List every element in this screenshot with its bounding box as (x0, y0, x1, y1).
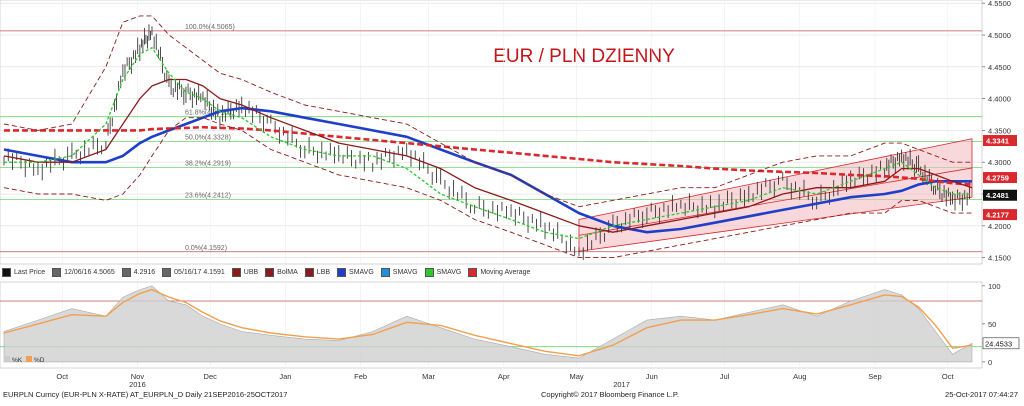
legend-item: SMAVG (424, 267, 462, 277)
legend-swatch (231, 267, 241, 277)
y-tick-label: 4.3500 (988, 126, 1011, 135)
x-tick-label: Oct (942, 372, 955, 381)
main-plot-frame (0, 0, 983, 265)
fib-label: 0.0%(4.1592) (185, 245, 227, 252)
x-tick-label: Apr (498, 372, 510, 381)
fib-label: 23.6%(4.2412) (185, 193, 231, 200)
osc-legend-swatch (26, 356, 32, 362)
osc-k-area (3, 285, 973, 363)
footer-center: Copyright© 2017 Bloomberg Finance L.P. (541, 390, 679, 399)
axis-flag-label: 4.2481 (986, 191, 1009, 200)
osc-legend-swatch (4, 356, 10, 362)
legend-item: 05/16/17 4.1591 (162, 267, 225, 277)
legend-item: Moving Average (468, 267, 531, 277)
legend-swatch (380, 267, 390, 277)
y-tick-label: 4.4500 (988, 63, 1011, 72)
legend-label: SMAVG (349, 268, 374, 276)
osc-legend-label: %D (34, 357, 45, 364)
osc-d-line (3, 288, 973, 357)
osc-y-tick-label: 100 (988, 282, 1001, 291)
x-tick-label: Jul (720, 372, 730, 381)
footer-left: EURPLN Curncy (EUR-PLN X-RATE) AT_EURPLN… (3, 390, 288, 399)
trend-channel-mid (578, 167, 973, 236)
legend-item: SMAVG (337, 267, 374, 277)
legend-swatch (121, 267, 131, 277)
legend-label: 12/06/16 4.5065 (64, 268, 115, 276)
legend-label: LBB (316, 268, 331, 276)
legend-item: UBB (231, 267, 259, 277)
x-tick-label: Jan (279, 372, 291, 381)
legend-swatch (2, 267, 11, 277)
fib-label: 38.2%(4.2919) (185, 160, 231, 167)
series-line-ubb (3, 15, 972, 208)
legend-item: 12/06/16 4.5065 (52, 267, 115, 277)
x-tick-label: Dec (204, 372, 218, 381)
y-tick-label: 4.5000 (988, 31, 1011, 40)
legend-label: 05/16/17 4.1591 (174, 268, 225, 276)
axis-flag-label: 4.2177 (986, 211, 1009, 220)
legend-swatch (304, 267, 314, 277)
footer-right: 25-Oct-2017 07:44:27 (945, 390, 1018, 399)
osc-y-tick-label: 50 (988, 320, 996, 329)
legend-label: SMAVG (392, 268, 418, 276)
x-tick-label: Sep (868, 372, 881, 381)
osc-y-tick-label: 0 (988, 358, 992, 367)
year-label: 2016 (129, 380, 146, 389)
x-tick-label: Oct (56, 372, 69, 381)
x-tick-label: Nov (131, 372, 145, 381)
legend-swatch (162, 267, 172, 277)
osc-value-label: 24.4533 (985, 339, 1012, 348)
y-tick-label: 4.2000 (988, 222, 1011, 231)
year-label: 2017 (613, 380, 630, 389)
axis-flag (983, 135, 1017, 147)
legend-label: 4.2916 (133, 268, 156, 276)
x-tick-label: Jun (646, 372, 658, 381)
x-tick-label: May (569, 372, 583, 381)
osc-legend-label: %K (12, 357, 23, 364)
legend-item: 4.2916 (121, 267, 156, 277)
fib-label: 50.0%(4.3328) (185, 134, 231, 141)
legend-label: UBB (243, 268, 259, 276)
y-tick-label: 4.4000 (988, 95, 1011, 104)
legend-swatch (52, 267, 62, 277)
axis-flag (983, 172, 1017, 184)
legend-swatch (265, 267, 275, 277)
legend-label: BolMA (277, 268, 298, 276)
legend-item: Last Price (2, 267, 46, 277)
fib-label: 100.0%(4.5065) (185, 24, 235, 31)
series-line-smavg (4, 47, 972, 240)
series-line-lbb (3, 117, 972, 259)
fib-label: 61.8%(4.3716) (185, 110, 231, 117)
legend-item: BolMA (265, 267, 298, 277)
legend-item: SMAVG (380, 267, 418, 277)
osc-value-flag (982, 337, 1020, 350)
axis-flag-label: 4.3341 (986, 137, 1009, 146)
series-line-smavg (3, 106, 972, 234)
axis-flag (983, 209, 1017, 221)
y-tick-label: 4.1500 (988, 254, 1011, 263)
y-tick-label: 4.3000 (988, 158, 1011, 167)
legend-swatch (424, 267, 434, 277)
chart-legend: Last Price 12/06/16 4.5065 4.2916 05/16/17 … (0, 264, 984, 280)
y-tick-label: 4.5500 (988, 0, 1011, 8)
legend-item: LBB (304, 267, 331, 277)
chart-title: EUR / PLN DZIENNY (493, 46, 675, 67)
x-tick-label: Aug (793, 372, 806, 381)
series-line-bolma (3, 78, 973, 233)
axis-flag (983, 189, 1017, 201)
legend-swatch (337, 267, 347, 277)
legend-label: Last Price (14, 268, 46, 276)
x-tick-label: Mar (422, 372, 435, 381)
legend-swatch (468, 267, 478, 277)
series-line-smavg (4, 125, 973, 186)
footer: EURPLN Curncy (EUR-PLN X-RATE) AT_EURPLN… (0, 389, 1024, 401)
legend-label: Moving Average (480, 268, 531, 276)
x-tick-label: Feb (354, 372, 367, 381)
legend-label: SMAVG (436, 268, 462, 276)
axis-flag-label: 4.2759 (986, 174, 1009, 183)
osc-plot-frame (0, 281, 983, 369)
